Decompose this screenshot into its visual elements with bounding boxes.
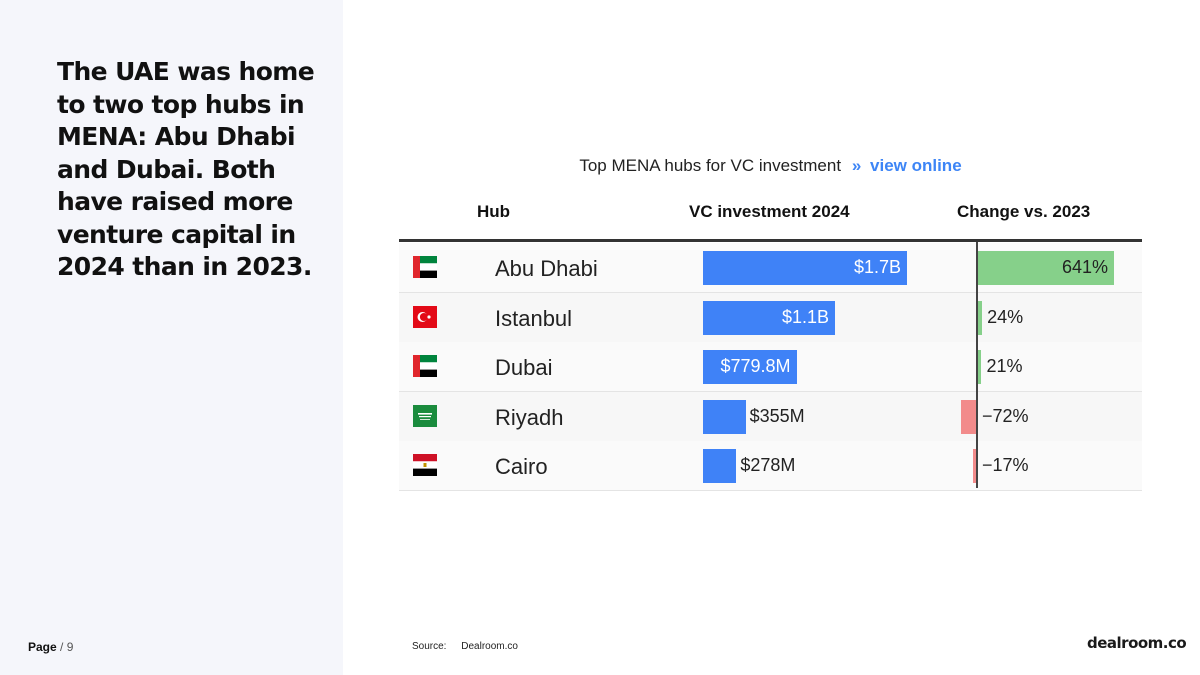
source-value: Dealroom.co	[461, 641, 518, 652]
vc-investment-bar	[703, 449, 737, 483]
hub-name: Cairo	[495, 454, 548, 479]
page-number: 9	[66, 640, 74, 654]
change-bar	[973, 449, 977, 483]
chart-title: Top MENA hubs for VC investment	[579, 156, 842, 175]
change-label: −17%	[982, 455, 1029, 475]
vc-investment-bar	[703, 399, 746, 434]
vc-investment-label: $278M	[740, 455, 796, 475]
change-bar	[977, 300, 983, 335]
column-header-vc-investment: VC investment 2024	[689, 202, 850, 221]
page-indicator: Page / 9	[28, 640, 73, 654]
change-bar	[961, 399, 977, 434]
table-row: Abu Dhabi $1.7B 641%	[399, 243, 1142, 293]
page-separator: /	[60, 640, 64, 654]
headline: The UAE was home to two top hubs in MENA…	[57, 57, 315, 281]
egypt-flag-icon	[413, 454, 437, 476]
page-label: Page	[28, 640, 57, 654]
vc-investment-label: $1.1B	[781, 306, 829, 327]
change-label: 24%	[987, 306, 1024, 327]
table-row: Cairo $278M −17%	[399, 441, 1142, 491]
change-label: 641%	[1061, 257, 1108, 277]
vc-investment-label: $355M	[749, 405, 805, 426]
link-arrows: »	[851, 156, 862, 175]
change-bar	[977, 251, 1114, 285]
change-label: −72%	[982, 405, 1029, 426]
hub-name: Riyadh	[495, 404, 564, 430]
turkey-flag-icon	[413, 305, 437, 328]
vc-hubs-table-chart: Top MENA hubs for VC investment » view o…	[399, 152, 1142, 491]
dealroom-logo: dealroom.co	[1087, 634, 1187, 652]
table-row: Riyadh $355M −72%	[399, 391, 1142, 442]
change-label: 21%	[986, 356, 1023, 376]
chart-title-block: Top MENA hubs for VC investment » view o…	[399, 156, 1142, 176]
left-panel: The UAE was home to two top hubs in MENA…	[0, 0, 343, 675]
column-header-hub: Hub	[477, 202, 511, 221]
hub-name: Istanbul	[495, 305, 573, 331]
hub-name: Abu Dhabi	[495, 256, 598, 281]
vc-investment-bar	[703, 350, 797, 384]
view-online-link[interactable]: view online	[870, 156, 962, 175]
table-row: Dubai $779.8M 21%	[399, 342, 1142, 392]
vc-investment-bar	[703, 251, 907, 285]
table-row: Istanbul $1.1B 24%	[399, 292, 1142, 343]
header-rule	[399, 239, 1142, 242]
vc-investment-label: $1.7B	[853, 257, 901, 277]
column-header-change: Change vs. 2023	[957, 202, 1091, 221]
vc-investment-label: $779.8M	[720, 356, 791, 376]
hub-name: Dubai	[495, 355, 553, 380]
vc-investment-bar	[703, 300, 835, 335]
uae-flag-icon	[413, 355, 437, 377]
source-label: Source:	[412, 641, 447, 652]
saudi-flag-icon	[413, 404, 437, 427]
change-bar	[977, 350, 982, 384]
source-note: Source: Dealroom.co	[412, 641, 518, 652]
change-zero-line	[976, 242, 978, 488]
uae-flag-icon	[413, 256, 437, 278]
